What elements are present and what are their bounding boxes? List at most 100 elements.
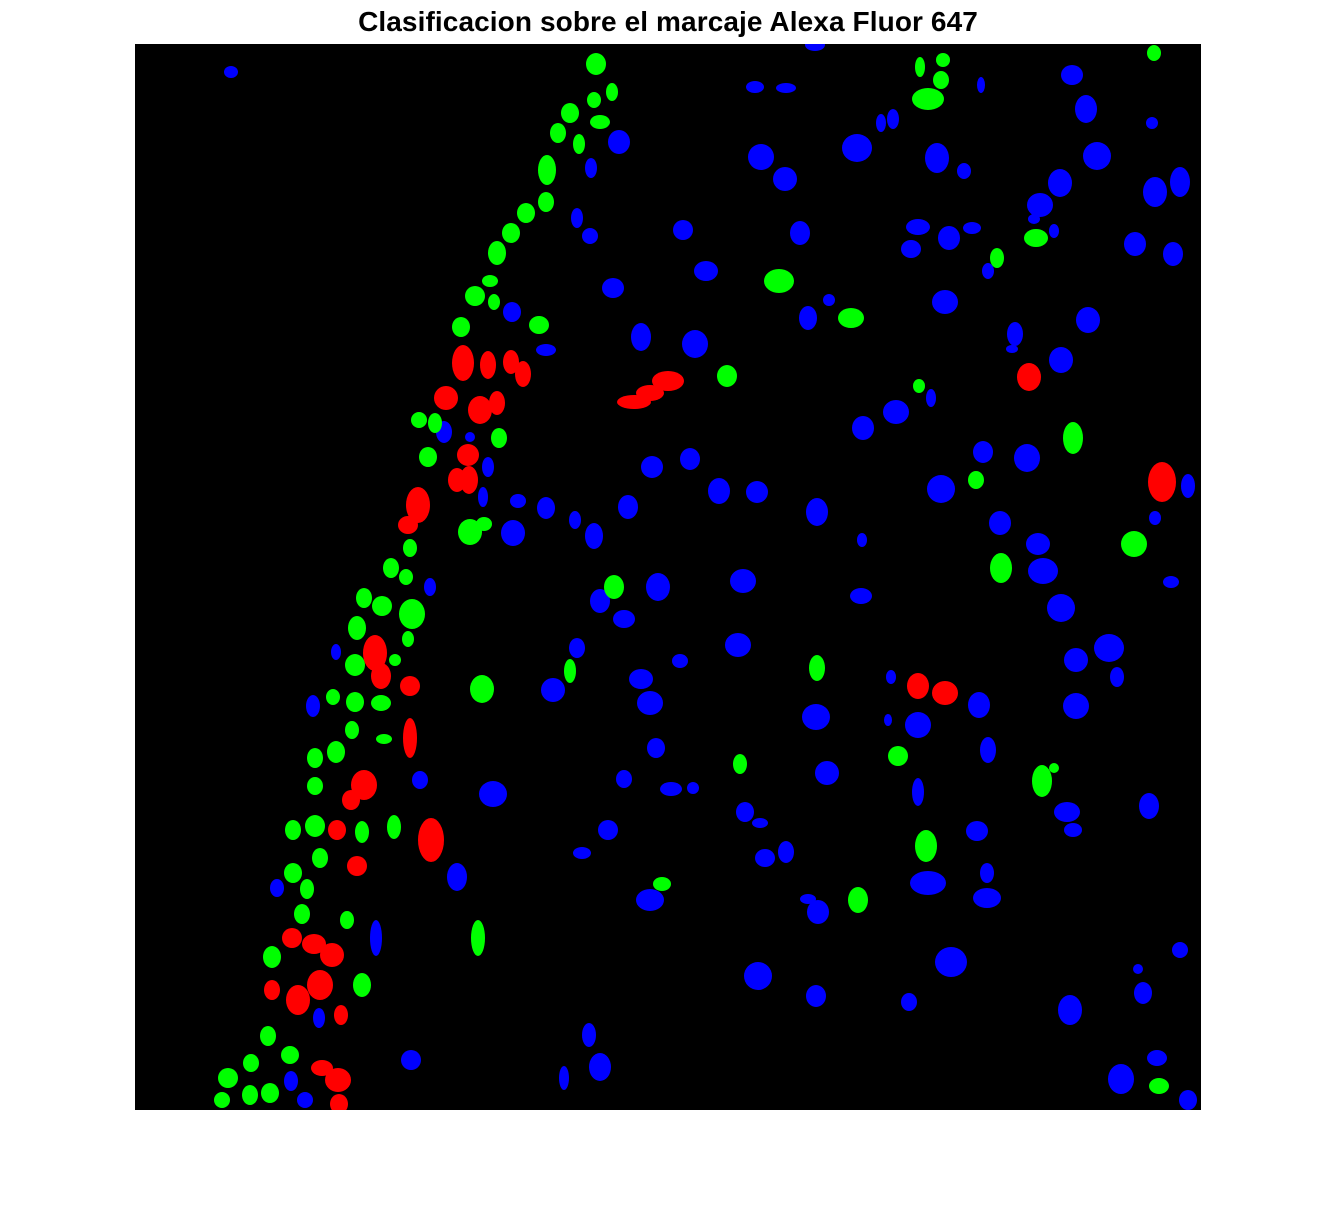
- blue-cell: [912, 778, 924, 806]
- blue-cell: [752, 818, 768, 828]
- red-cell: [406, 487, 430, 523]
- cell-segmentation-map: [214, 44, 1197, 1110]
- blue-cell: [479, 781, 507, 807]
- blue-cell: [424, 578, 436, 596]
- blue-cell: [501, 520, 525, 546]
- blue-cell: [602, 278, 624, 298]
- blue-cell: [1047, 594, 1075, 622]
- blue-cell: [1163, 242, 1183, 266]
- blue-cell: [776, 83, 796, 93]
- blue-cell: [1083, 142, 1111, 170]
- blue-cell: [938, 226, 960, 250]
- red-cell: [457, 444, 479, 466]
- blue-cell: [1149, 511, 1161, 525]
- blue-cell: [331, 644, 341, 660]
- blue-cell: [694, 261, 718, 281]
- blue-cell: [799, 306, 817, 330]
- blue-cell: [284, 1071, 298, 1091]
- blue-cell: [1146, 117, 1158, 129]
- blue-cell: [598, 820, 618, 840]
- green-cell: [573, 134, 585, 154]
- red-cell: [403, 718, 417, 758]
- green-cell: [550, 123, 566, 143]
- red-cell: [460, 466, 478, 494]
- blue-cell: [901, 993, 917, 1011]
- blue-cell: [687, 782, 699, 794]
- blue-cell: [270, 879, 284, 897]
- blue-cell: [1006, 345, 1018, 353]
- red-cell: [264, 980, 280, 1000]
- blue-cell: [884, 714, 892, 726]
- green-cell: [389, 654, 401, 666]
- blue-cell: [744, 962, 772, 990]
- red-cell: [371, 663, 391, 689]
- blue-cell: [1075, 95, 1097, 123]
- red-cell: [334, 1005, 348, 1025]
- red-cell: [307, 970, 333, 1000]
- blue-cell: [585, 523, 603, 549]
- blue-cell: [966, 821, 988, 841]
- blue-cell: [876, 114, 886, 132]
- green-cell: [214, 1092, 230, 1108]
- blue-cell: [618, 495, 638, 519]
- green-cell: [1121, 531, 1147, 557]
- green-cell: [809, 655, 825, 681]
- blue-cell: [1172, 942, 1188, 958]
- blue-cell: [973, 441, 993, 463]
- green-cell: [452, 317, 470, 337]
- green-cell: [428, 413, 442, 433]
- green-cell: [355, 821, 369, 843]
- figure-title: Clasificacion sobre el marcaje Alexa Flu…: [358, 6, 978, 37]
- blue-cell: [1048, 169, 1072, 197]
- blue-cell: [1108, 1064, 1134, 1094]
- green-cell: [838, 308, 864, 328]
- blue-cell: [682, 330, 708, 358]
- blue-cell: [883, 400, 909, 424]
- blue-cell: [541, 678, 565, 702]
- blue-cell: [672, 654, 688, 668]
- classification-image: [135, 44, 1201, 1110]
- green-cell: [529, 316, 549, 334]
- blue-cell: [850, 588, 872, 604]
- blue-cell: [613, 610, 635, 628]
- blue-cell: [1139, 793, 1159, 819]
- blue-cell: [906, 219, 930, 235]
- blue-cell: [842, 134, 872, 162]
- green-cell: [419, 447, 437, 467]
- red-cell: [932, 681, 958, 705]
- blue-cell: [800, 894, 816, 904]
- green-cell: [372, 596, 392, 616]
- green-cell: [888, 746, 908, 766]
- green-cell: [482, 275, 498, 287]
- red-cell: [400, 676, 420, 696]
- blue-cell: [537, 497, 555, 519]
- green-cell: [488, 241, 506, 265]
- red-cell: [328, 820, 346, 840]
- green-cell: [243, 1054, 259, 1072]
- green-cell: [458, 519, 482, 545]
- blue-cell: [1054, 802, 1080, 822]
- blue-cell: [935, 947, 967, 977]
- red-cell: [302, 934, 326, 954]
- green-cell: [488, 294, 500, 310]
- blue-cell: [857, 533, 867, 547]
- blue-cell: [1028, 558, 1058, 584]
- green-cell: [353, 973, 371, 997]
- blue-cell: [680, 448, 700, 470]
- blue-cell: [629, 669, 653, 689]
- red-cell: [286, 985, 310, 1015]
- blue-cell: [1147, 1050, 1167, 1066]
- blue-cell: [1026, 533, 1050, 555]
- blue-cell: [730, 569, 756, 593]
- green-cell: [1063, 422, 1083, 454]
- green-cell: [312, 848, 328, 868]
- blue-cell: [957, 163, 971, 179]
- blue-cell: [465, 432, 475, 442]
- green-cell: [348, 616, 366, 640]
- blue-cell: [478, 487, 488, 507]
- red-cell: [652, 371, 684, 391]
- green-cell: [399, 599, 425, 629]
- blue-cell: [510, 494, 526, 508]
- green-cell: [281, 1046, 299, 1064]
- blue-cell: [1134, 982, 1152, 1004]
